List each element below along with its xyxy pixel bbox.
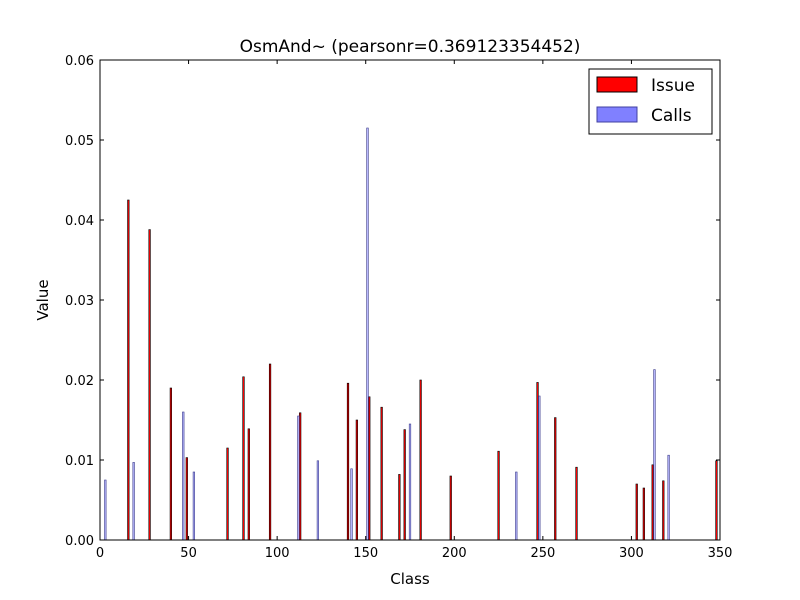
y-tick-label: 0.01	[65, 454, 94, 469]
bar-issue-2	[169, 387, 172, 541]
bar-calls-1	[132, 462, 135, 541]
bar-issue-3	[185, 457, 188, 541]
y-tick-label: 0.06	[65, 54, 94, 69]
x-tick-label: 100	[265, 546, 290, 561]
x-tick-label: 350	[708, 546, 733, 561]
bar-issue-20	[575, 466, 578, 541]
legend-swatch-calls	[596, 106, 638, 123]
bar-issue-25	[715, 460, 718, 541]
bar-calls-9	[515, 471, 518, 541]
bar-issue-23	[651, 464, 654, 541]
bar-issue-1	[148, 229, 151, 541]
bar-issue-22	[642, 487, 645, 541]
y-axis-label: Value	[34, 279, 52, 320]
bar-issue-0	[127, 199, 130, 541]
y-tick-label: 0.00	[65, 534, 94, 549]
bar-issue-5	[242, 376, 245, 541]
y-tick-label: 0.03	[65, 294, 94, 309]
bar-calls-6	[350, 468, 353, 541]
x-tick-label: 200	[442, 546, 467, 561]
bar-issue-4	[226, 447, 229, 541]
bar-calls-11	[653, 369, 656, 541]
x-tick-label: 50	[180, 546, 197, 561]
chart-title: OsmAnd~ (pearsonr=0.369123354452)	[240, 37, 581, 57]
ticks-layer: 0 50 100 150 200 250 300 350 0.00 0.01 0.02 0.03 0.0…	[65, 54, 732, 561]
bar-calls-8	[408, 423, 412, 541]
x-tick-label: 300	[619, 546, 644, 561]
bar-issue-12	[380, 406, 383, 541]
bar-issue-19	[554, 417, 557, 541]
bar-issue-9	[346, 382, 350, 541]
bar-issue-24	[662, 480, 665, 541]
bar-issue-17	[497, 450, 500, 541]
x-axis-label: Class	[390, 570, 430, 588]
bar-issue-10	[355, 419, 358, 541]
bar-issue-7	[268, 363, 272, 541]
bar-calls-10	[538, 395, 541, 541]
x-tick-label: 0	[96, 546, 104, 561]
bar-issue-6	[247, 428, 250, 541]
bar-calls-7	[366, 127, 369, 541]
bar-calls-0	[104, 479, 107, 541]
bar-issue-13	[398, 474, 401, 541]
bar-calls-2	[182, 411, 185, 541]
y-tick-label: 0.04	[65, 214, 94, 229]
bar-calls-3	[192, 471, 195, 541]
bar-calls-5	[316, 460, 319, 541]
bar-issue-18	[536, 382, 539, 541]
legend-label-calls: Calls	[651, 106, 692, 126]
legend: Issue Calls	[588, 68, 713, 135]
bar-issue-21	[635, 483, 638, 541]
bar-issue-16	[449, 475, 452, 541]
y-tick-label: 0.05	[65, 134, 94, 149]
y-tick-label: 0.02	[65, 374, 94, 389]
legend-swatch-issue	[596, 76, 638, 93]
bar-issue-15	[419, 379, 422, 541]
bar-issue-11	[368, 396, 371, 541]
legend-label-issue: Issue	[651, 76, 695, 96]
x-tick-label: 150	[353, 546, 378, 561]
bar-issue-14	[403, 429, 406, 541]
bar-calls-4	[297, 415, 300, 541]
bar-calls-12	[667, 454, 670, 541]
bars-layer	[104, 127, 718, 541]
bar-issue-8	[299, 412, 302, 541]
x-tick-label: 250	[530, 546, 555, 561]
